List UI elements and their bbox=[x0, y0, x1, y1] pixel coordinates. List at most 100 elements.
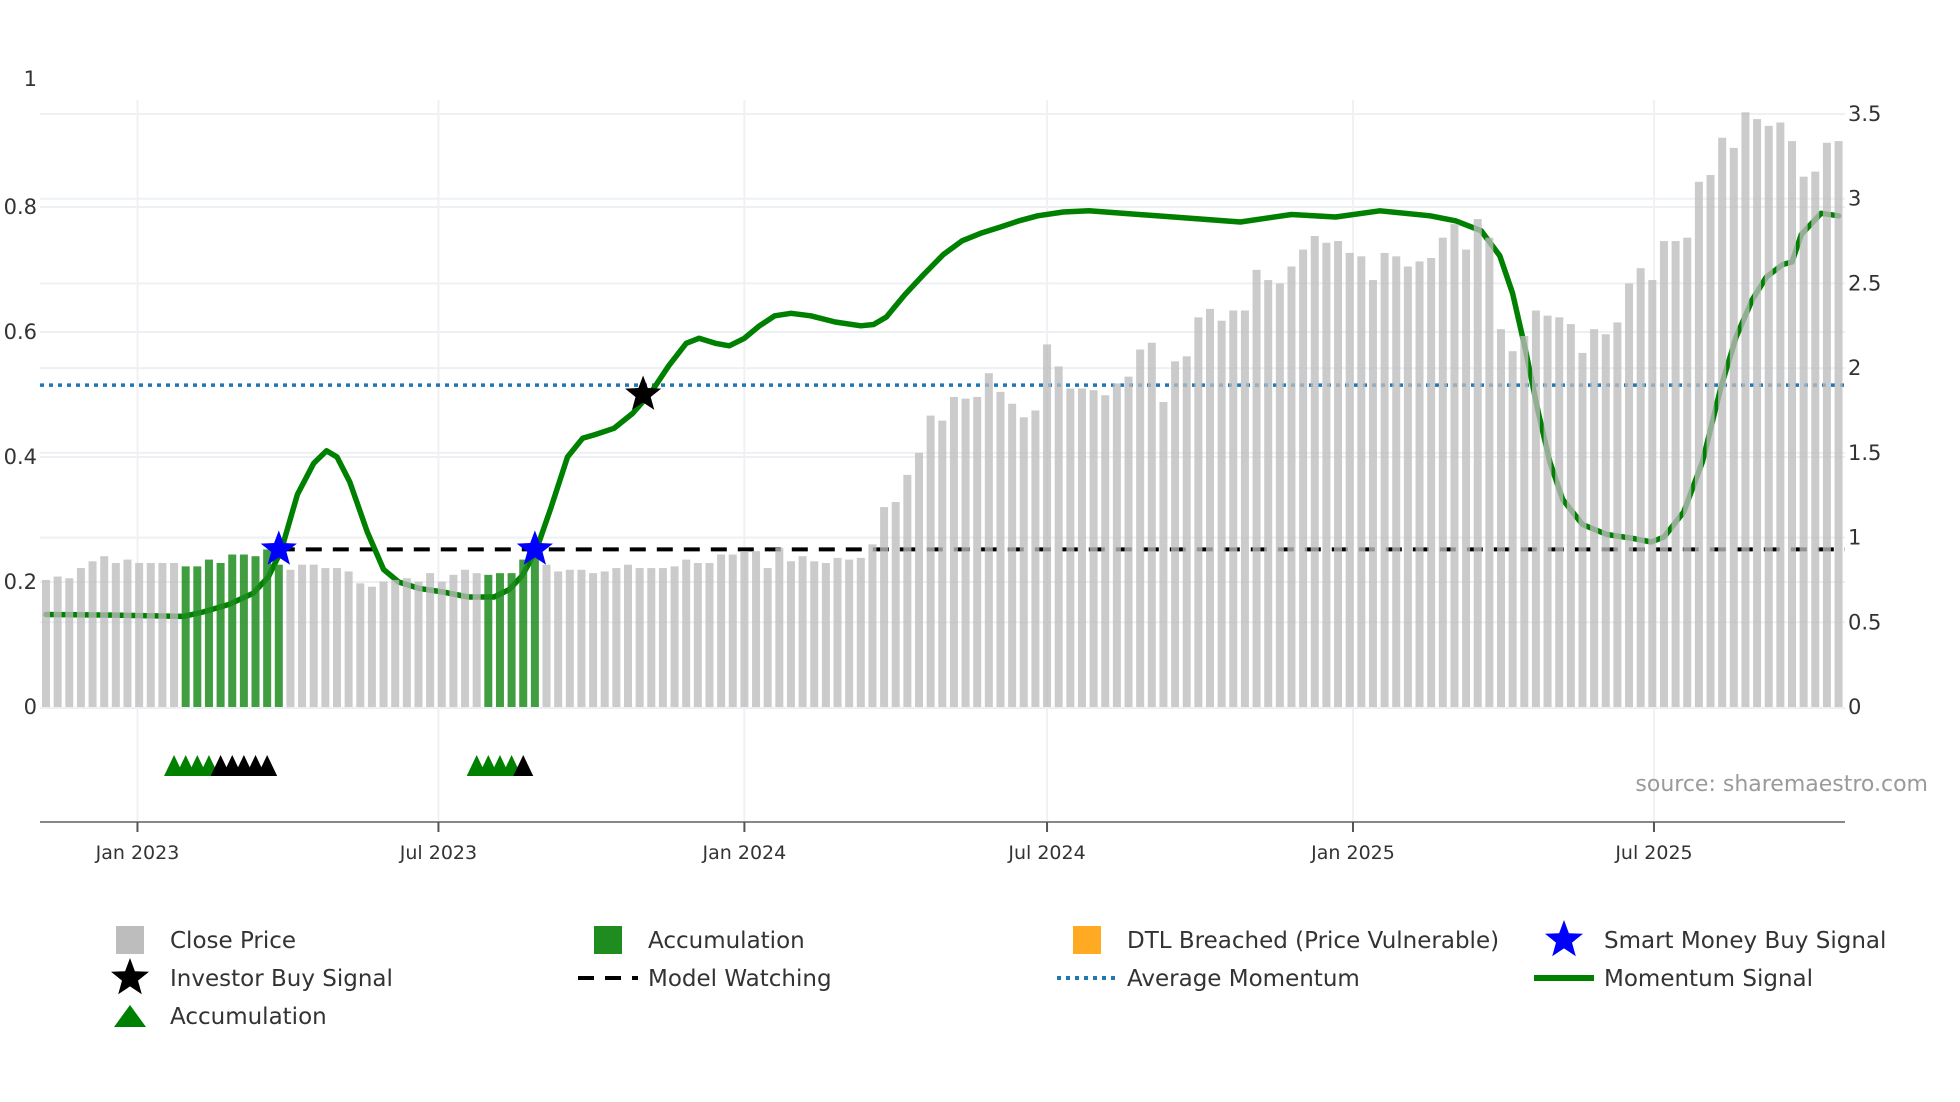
accumulation-bar bbox=[263, 549, 272, 707]
close-price-bar bbox=[1345, 252, 1354, 707]
close-price-bar bbox=[1101, 395, 1110, 707]
close-price-bar bbox=[1706, 174, 1715, 708]
close-price-bar bbox=[449, 574, 458, 707]
close-price-bar bbox=[1788, 141, 1796, 707]
close-price-bar bbox=[740, 551, 749, 707]
close-price-bar bbox=[391, 579, 400, 707]
legend-label: DTL Breached (Price Vulnerable) bbox=[1127, 928, 1499, 954]
close-price-bar bbox=[1590, 329, 1599, 707]
close-price-bar bbox=[542, 564, 551, 707]
close-price-bar bbox=[1671, 241, 1680, 708]
close-price-bar bbox=[367, 586, 376, 707]
close-price-bar bbox=[612, 568, 621, 707]
legend-star-icon bbox=[111, 958, 149, 995]
close-price-bar bbox=[437, 581, 446, 707]
close-price-bar bbox=[1217, 320, 1226, 707]
x-tick-label: Jul 2023 bbox=[399, 842, 477, 864]
close-price-bar bbox=[286, 569, 295, 707]
close-price-bar bbox=[1403, 266, 1412, 707]
close-price-bar bbox=[158, 562, 167, 707]
close-price-bar bbox=[1159, 402, 1168, 707]
close-price-bar bbox=[123, 559, 132, 707]
black-triangle-icon bbox=[257, 755, 278, 776]
close-price-bar bbox=[1077, 388, 1086, 707]
close-price-bar bbox=[1729, 147, 1738, 707]
close-price-bar bbox=[65, 578, 74, 707]
close-price-bar bbox=[1694, 181, 1703, 707]
x-tick-label: Jul 2024 bbox=[1007, 842, 1085, 864]
accumulation-bar bbox=[204, 559, 213, 707]
close-price-bar bbox=[589, 573, 598, 707]
left-tick-label: 0 bbox=[24, 695, 37, 719]
smart-money-star-icon bbox=[260, 530, 297, 565]
close-price-bar bbox=[1520, 335, 1529, 707]
close-price-bar bbox=[880, 507, 889, 707]
close-price-bar bbox=[461, 569, 470, 707]
close-price-bar bbox=[1089, 390, 1098, 707]
legend-triangle-icon bbox=[114, 1005, 146, 1027]
x-axis: Jan 2023 Jul 2023 Jan 2024 Jul 2024 Jan 2025… bbox=[40, 821, 1845, 864]
close-price-bar bbox=[402, 578, 411, 707]
close-price-bar bbox=[53, 576, 62, 707]
right-tick-label: 1 bbox=[1848, 526, 1861, 550]
accumulation-bar bbox=[181, 566, 190, 707]
legend-label: Momentum Signal bbox=[1604, 966, 1813, 992]
smart-money-star-icon bbox=[516, 530, 553, 565]
close-price-bar bbox=[1450, 224, 1459, 707]
accumulation-triangles bbox=[164, 755, 534, 776]
close-price-bar bbox=[321, 568, 330, 707]
close-price-bar bbox=[682, 559, 691, 707]
accumulation-bar bbox=[507, 573, 516, 707]
close-price-bar bbox=[833, 557, 842, 707]
close-price-bar bbox=[1357, 256, 1366, 707]
close-price-bar bbox=[414, 581, 423, 707]
close-price-bar bbox=[1811, 171, 1820, 707]
accumulation-bar bbox=[239, 554, 248, 707]
close-price-bar bbox=[1182, 356, 1191, 707]
close-price-bar bbox=[298, 564, 307, 707]
close-price-bar bbox=[344, 571, 353, 707]
close-price-bar bbox=[1066, 388, 1075, 707]
close-price-bar bbox=[111, 562, 120, 707]
accumulation-bar bbox=[519, 559, 528, 707]
left-tick-label: 0.2 bbox=[4, 570, 37, 594]
close-price-bar bbox=[1229, 310, 1238, 707]
close-price-bar bbox=[1322, 242, 1331, 707]
close-price-bar bbox=[1136, 349, 1145, 707]
legend-label: Average Momentum bbox=[1127, 966, 1360, 992]
right-tick-label: 3 bbox=[1848, 187, 1861, 211]
close-price-bar bbox=[170, 562, 179, 707]
close-price-bar bbox=[1031, 410, 1040, 707]
close-price-bar bbox=[1648, 280, 1657, 707]
close-price-bar bbox=[42, 579, 50, 707]
right-tick-label: 2.5 bbox=[1848, 271, 1881, 295]
close-price-bar bbox=[1147, 342, 1156, 707]
close-price-bar bbox=[1008, 403, 1017, 707]
close-price-bar bbox=[810, 561, 819, 707]
close-price-bar bbox=[1415, 261, 1424, 707]
black-triangle-icon bbox=[513, 755, 534, 776]
close-price-bar bbox=[798, 556, 807, 707]
close-price-bar bbox=[728, 554, 737, 707]
close-price-bar bbox=[949, 396, 958, 707]
close-price-bar bbox=[1578, 352, 1587, 707]
legend-star-icon bbox=[1545, 920, 1583, 957]
accumulation-bar bbox=[274, 564, 283, 707]
close-price-bar bbox=[146, 562, 155, 707]
close-price-bar bbox=[1112, 383, 1121, 707]
signal-markers bbox=[260, 375, 662, 565]
legend-label: Investor Buy Signal bbox=[170, 966, 393, 992]
close-price-bar bbox=[1380, 252, 1389, 707]
close-price-bar bbox=[1718, 137, 1727, 708]
right-tick-label: 2 bbox=[1848, 356, 1861, 380]
close-price-bar bbox=[76, 568, 85, 707]
close-price-bar bbox=[1252, 269, 1261, 707]
close-price-bar bbox=[670, 566, 679, 707]
close-price-bar bbox=[961, 398, 970, 707]
right-tick-label: 1.5 bbox=[1848, 441, 1881, 465]
close-price-bar bbox=[309, 564, 318, 707]
close-price-bar bbox=[1473, 219, 1482, 707]
legend-label: Accumulation bbox=[648, 928, 805, 954]
close-price-bar bbox=[1659, 241, 1668, 708]
legend-label: Accumulation bbox=[170, 1004, 327, 1030]
